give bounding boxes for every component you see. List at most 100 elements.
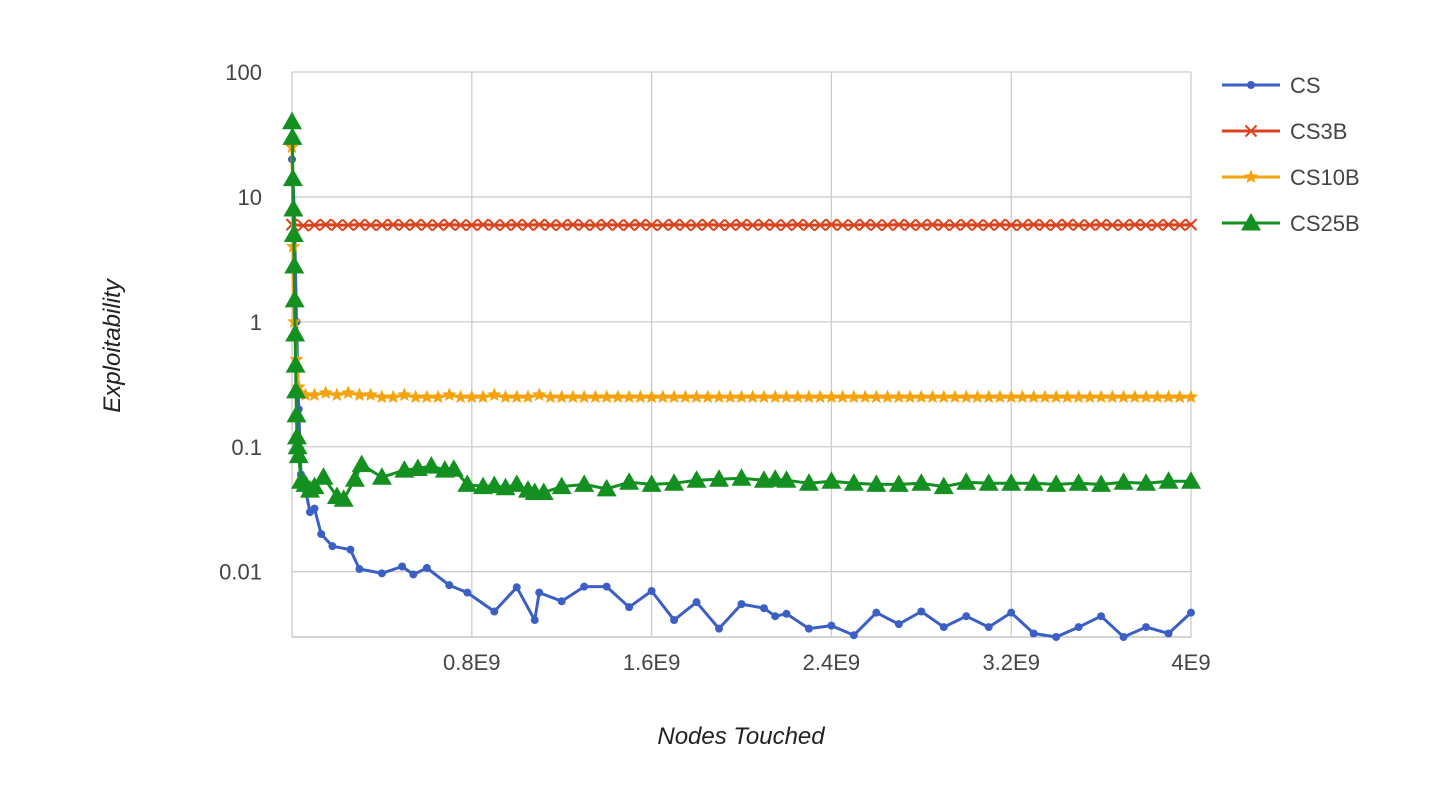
- data-point-cs3b: [780, 218, 793, 232]
- x-tick-label: 0.8E9: [443, 650, 501, 675]
- data-point-cs25b: [533, 482, 554, 501]
- data-point-cs3b: [308, 218, 321, 232]
- data-point-cs10b: [1138, 389, 1154, 404]
- data-point-cs3b: [735, 218, 748, 231]
- data-point-cs: [670, 616, 679, 625]
- data-point-cs25b: [443, 459, 464, 477]
- data-point-cs25b: [313, 467, 334, 485]
- data-point-cs10b: [341, 385, 356, 399]
- data-point-cs10b: [644, 389, 659, 404]
- x-marker-stroke: [375, 218, 389, 232]
- data-point-cs: [1074, 623, 1083, 632]
- x-marker-stroke: [1128, 218, 1142, 231]
- data-point-cs25b: [333, 489, 354, 507]
- x-marker-stroke: [465, 218, 479, 232]
- x-marker-stroke: [330, 218, 344, 232]
- data-point-cs: [939, 623, 948, 632]
- data-point-cs3b: [690, 218, 703, 232]
- data-point-cs10b: [509, 389, 524, 404]
- data-point-cs3b: [386, 218, 400, 231]
- x-marker-stroke: [409, 218, 422, 231]
- data-point-cs: [355, 565, 364, 574]
- x-marker-stroke: [1106, 218, 1119, 232]
- x-marker-stroke: [825, 218, 838, 231]
- data-point-cs3b: [510, 218, 523, 231]
- data-point-cs: [827, 621, 836, 630]
- data-point-cs25b: [1068, 473, 1089, 491]
- data-point-cs3b: [791, 218, 804, 231]
- data-point-cs10b: [801, 389, 817, 404]
- legend-label-cs: CS: [1290, 73, 1321, 98]
- x-marker-stroke: [577, 218, 591, 232]
- x-marker-stroke: [836, 218, 849, 232]
- legend-marker-cs10b: [1243, 169, 1259, 184]
- data-point-cs3b: [1173, 218, 1186, 232]
- data-point-cs25b: [304, 476, 325, 495]
- data-point-cs25b: [821, 471, 842, 489]
- data-point-cs: [398, 562, 407, 571]
- data-point-cs10b: [532, 387, 547, 401]
- data-point-cs: [422, 564, 431, 573]
- data-point-cs3b: [476, 218, 490, 231]
- data-point-cs10b: [880, 389, 895, 404]
- data-point-cs25b: [978, 473, 999, 491]
- x-marker-stroke: [847, 218, 861, 232]
- data-point-cs3b: [634, 218, 647, 231]
- data-point-cs10b: [1060, 389, 1075, 404]
- data-point-cs: [1029, 629, 1038, 638]
- data-point-cs3b: [409, 218, 422, 231]
- data-point-cs25b: [574, 474, 595, 492]
- data-point-cs25b: [664, 473, 685, 491]
- data-point-cs: [715, 624, 724, 633]
- data-point-cs10b: [408, 389, 423, 404]
- data-point-cs3b: [1072, 218, 1085, 232]
- data-point-cs: [490, 607, 499, 616]
- x-marker-stroke: [386, 218, 400, 231]
- data-point-cs: [409, 570, 418, 579]
- x-marker-stroke: [881, 218, 894, 232]
- x-marker-stroke: [341, 218, 355, 232]
- x-marker-stroke: [858, 218, 872, 231]
- data-point-cs25b: [1046, 474, 1067, 492]
- data-point-cs: [962, 612, 971, 621]
- data-point-cs3b: [903, 218, 917, 232]
- data-point-cs25b: [421, 456, 442, 474]
- data-point-cs10b: [352, 387, 367, 401]
- data-point-cs: [737, 600, 746, 609]
- data-point-cs: [692, 598, 701, 607]
- data-point-cs10b: [1150, 389, 1165, 404]
- data-point-cs: [445, 581, 454, 590]
- data-point-cs: [1142, 623, 1151, 632]
- data-point-cs3b: [1016, 218, 1029, 232]
- x-marker-stroke: [993, 218, 1007, 231]
- x-marker-stroke: [1049, 218, 1063, 232]
- x-marker-stroke: [1016, 218, 1029, 232]
- data-point-cs3b: [398, 218, 411, 232]
- x-axis-title: Nodes Touched: [657, 723, 825, 750]
- legend-marker-cs3b: [1244, 124, 1258, 138]
- data-point-cs3b: [319, 218, 332, 231]
- data-point-cs10b: [565, 389, 581, 404]
- y-tick-label: 0.1: [231, 435, 262, 460]
- data-point-cs10b: [329, 387, 345, 401]
- x-marker-stroke: [1072, 218, 1085, 232]
- x-marker-stroke: [499, 218, 512, 232]
- data-point-cs: [328, 542, 337, 551]
- data-point-cs10b: [700, 389, 715, 404]
- data-point-cs10b: [768, 389, 783, 404]
- data-point-cs25b: [284, 289, 305, 308]
- data-point-cs3b: [330, 218, 344, 232]
- x-marker-stroke: [769, 218, 782, 232]
- x-marker-stroke: [656, 218, 670, 232]
- data-point-cs3b: [375, 218, 389, 232]
- x-tick-label: 4E9: [1171, 650, 1210, 675]
- data-point-cs3b: [465, 218, 479, 232]
- data-point-cs3b: [589, 218, 602, 232]
- x-marker-stroke: [780, 218, 793, 232]
- data-point-cs25b: [619, 472, 640, 490]
- legend-label-cs10b: CS10B: [1290, 165, 1360, 190]
- data-point-cs25b: [351, 454, 372, 473]
- data-point-cs10b: [431, 389, 446, 404]
- data-point-cs10b: [453, 389, 468, 404]
- x-marker-stroke: [634, 218, 647, 231]
